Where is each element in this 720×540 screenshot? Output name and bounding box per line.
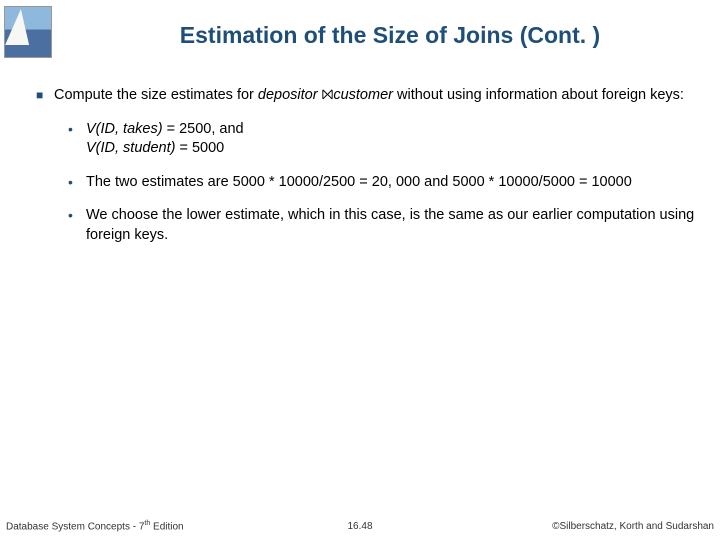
join-operator: ⨝ (322, 87, 334, 103)
text-fragment: = 5000 (175, 140, 224, 156)
slide-title: Estimation of the Size of Joins (Cont. ) (70, 22, 710, 49)
text-fragment: Compute the size estimates for (54, 87, 258, 103)
slide: Estimation of the Size of Joins (Cont. )… (0, 0, 720, 540)
square-bullet-icon: ■ (36, 86, 54, 106)
dot-bullet-icon: • (68, 120, 86, 159)
footer-right: ©Silberschatz, Korth and Sudarshan (552, 521, 714, 532)
italic-term: V(ID, takes) (86, 121, 163, 137)
dot-bullet-icon: • (68, 173, 86, 193)
slide-header: Estimation of the Size of Joins (Cont. ) (0, 6, 720, 64)
bullet-level-1: ■ Compute the size estimates for deposit… (36, 86, 696, 106)
text-fragment: = 2500, and (163, 121, 244, 137)
text-fragment: without using information about foreign … (393, 87, 684, 103)
dot-bullet-icon: • (68, 206, 86, 245)
sub-bullet-3: We choose the lower estimate, which in t… (86, 206, 696, 245)
main-bullet-text: Compute the size estimates for depositor… (54, 86, 684, 106)
bullet-level-2: • V(ID, takes) = 2500, and V(ID, student… (68, 120, 696, 159)
bullet-level-2: • We choose the lower estimate, which in… (68, 206, 696, 245)
sailboat-logo (4, 6, 52, 58)
italic-term: V(ID, student) (86, 140, 175, 156)
italic-term: depositor (258, 87, 322, 103)
sub-bullet-1: V(ID, takes) = 2500, and V(ID, student) … (86, 120, 244, 159)
italic-term: customer (333, 87, 393, 103)
slide-content: ■ Compute the size estimates for deposit… (36, 86, 696, 259)
sub-bullet-2: The two estimates are 5000 * 10000/2500 … (86, 173, 632, 193)
bullet-level-2: • The two estimates are 5000 * 10000/250… (68, 173, 696, 193)
